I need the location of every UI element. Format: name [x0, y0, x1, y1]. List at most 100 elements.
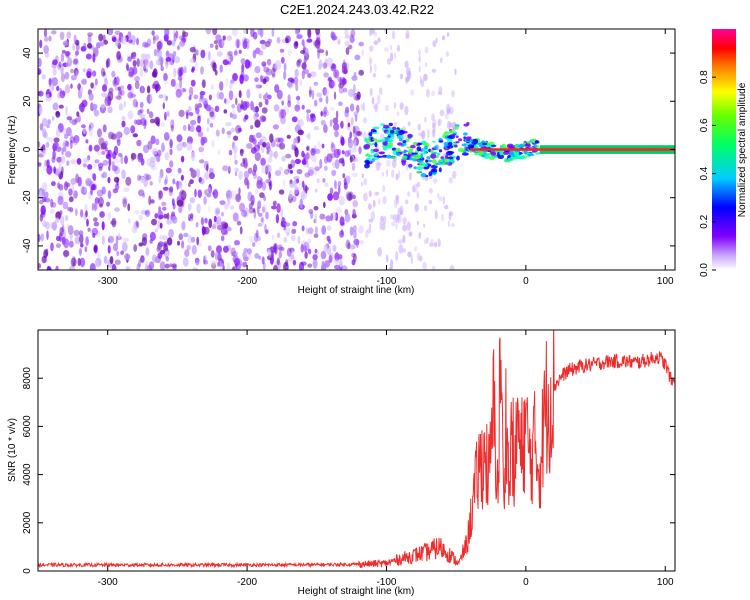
- spectrogram-signal-cell: [430, 149, 434, 153]
- spectrogram-noise-cell: [282, 179, 286, 188]
- spectrogram-noise-cell: [239, 202, 245, 212]
- spectrogram-noise-cell: [215, 34, 222, 42]
- spectrogram-noise-cell: [394, 52, 397, 60]
- spectrogram-noise-cell: [85, 210, 88, 218]
- spectrogram-noise-cell: [140, 117, 147, 126]
- spectrogram-noise-cell: [254, 65, 261, 74]
- spectrogram-noise-cell: [263, 66, 270, 73]
- spectrogram-noise-cell: [165, 63, 168, 70]
- spectrogram-noise-cell: [262, 141, 267, 148]
- spectrogram-noise-cell: [48, 78, 52, 87]
- spectrogram-noise-cell: [261, 135, 267, 144]
- spectrogram-noise-cell: [323, 263, 330, 269]
- spectrogram-noise-cell: [255, 229, 259, 238]
- spectrogram-noise-cell: [223, 109, 228, 114]
- spectrogram-noise-cell: [164, 111, 167, 121]
- spectrogram-noise-cell: [294, 29, 300, 35]
- spectrogram-noise-cell: [175, 30, 179, 39]
- snr-y-tick-label: 0: [22, 568, 33, 574]
- spectrogram-noise-cell: [190, 79, 196, 87]
- spectrogram-signal-cell: [371, 158, 375, 163]
- spectrogram-noise-cell: [193, 94, 199, 100]
- spectrogram-noise-cell: [419, 255, 423, 262]
- spectrogram-noise-cell: [67, 225, 74, 235]
- spectrogram-noise-cell: [291, 144, 295, 151]
- spectrogram-noise-cell: [228, 90, 234, 101]
- spectrogram-signal-cell: [412, 158, 417, 162]
- spectrogram-noise-cell: [290, 250, 295, 258]
- spectrogram-noise-cell: [87, 227, 91, 232]
- spectrogram-noise-cell: [212, 191, 216, 196]
- spectrogram-noise-cell: [71, 190, 75, 195]
- spectrogram-noise-cell: [393, 198, 398, 209]
- spectrogram-noise-cell: [200, 94, 204, 99]
- spectrogram-noise-cell: [374, 63, 377, 73]
- spectrogram-noise-cell: [352, 208, 356, 218]
- spectrogram-signal-cell: [373, 148, 379, 152]
- spectrogram-noise-cell: [136, 58, 140, 67]
- spectrogram-noise-cell: [219, 262, 224, 270]
- spectrogram-noise-cell: [90, 82, 94, 89]
- spectrogram-noise-cell: [392, 159, 397, 169]
- spectrogram-noise-cell: [41, 188, 46, 197]
- spectrogram-noise-cell: [283, 236, 288, 243]
- spectrogram-noise-cell: [395, 213, 400, 223]
- spectrogram-noise-cell: [52, 59, 58, 66]
- spectrogram-noise-cell: [165, 95, 168, 101]
- spectrogram-noise-cell: [301, 225, 305, 232]
- spectrogram-noise-cell: [268, 182, 272, 187]
- spectrogram-noise-cell: [234, 159, 238, 165]
- spectrogram-noise-cell: [122, 237, 129, 242]
- spectrogram-noise-cell: [311, 89, 315, 100]
- spectrogram-noise-cell: [45, 221, 50, 230]
- spectrogram-noise-cell: [294, 189, 299, 197]
- spectrogram-noise-cell: [204, 171, 210, 180]
- spectrogram-noise-cell: [170, 124, 174, 132]
- spectrogram-noise-cell: [92, 53, 96, 63]
- spectrogram-noise-cell: [331, 169, 337, 177]
- spectrogram-noise-cell: [271, 67, 276, 78]
- spectrogram-noise-cell: [55, 243, 62, 249]
- spectrogram-noise-cell: [295, 82, 299, 92]
- spectrogram-noise-cell: [119, 85, 125, 90]
- spectrogram-noise-cell: [364, 230, 369, 238]
- spectrogram-noise-cell: [316, 178, 320, 183]
- spectrogram-noise-cell: [115, 130, 122, 138]
- spectrogram-noise-cell: [228, 149, 233, 156]
- spectrogram-noise-cell: [189, 58, 196, 64]
- spectrogram-noise-cell: [114, 39, 121, 47]
- spectrogram-noise-cell: [332, 117, 339, 125]
- spectrogram-noise-cell: [265, 164, 269, 173]
- spectrogram-noise-cell: [135, 220, 139, 227]
- spectrogram-noise-cell: [278, 166, 283, 172]
- spectrogram-noise-cell: [333, 69, 340, 79]
- spectrogram-noise-cell: [238, 170, 243, 180]
- spectrogram-noise-cell: [314, 99, 318, 107]
- spectrogram-noise-cell: [107, 29, 114, 36]
- spectrogram-noise-cell: [203, 255, 206, 265]
- spectrogram-noise-cell: [220, 221, 227, 227]
- spectrogram-noise-cell: [84, 204, 88, 212]
- spectrogram-noise-cell: [38, 57, 42, 68]
- spectrogram-noise-cell: [98, 33, 104, 42]
- spectrogram-noise-cell: [139, 108, 144, 114]
- spectrogram-noise-cell: [59, 226, 64, 237]
- spectrogram-noise-cell: [222, 35, 226, 41]
- colorbar-tick-label: 0.4: [699, 166, 710, 180]
- spectrogram-noise-cell: [59, 210, 63, 216]
- spectrogram-noise-cell: [382, 172, 385, 177]
- spectrogram-noise-cell: [219, 64, 223, 73]
- spectrogram-noise-cell: [278, 109, 285, 119]
- spectrogram-noise-cell: [62, 250, 70, 257]
- spectrogram-noise-cell: [111, 263, 117, 270]
- spectrogram-noise-cell: [126, 64, 130, 72]
- spectrogram-noise-cell: [216, 245, 222, 254]
- spectrogram-noise-cell: [144, 260, 149, 265]
- spectrogram-noise-cell: [134, 75, 141, 82]
- spectrogram-noise-cell: [361, 173, 365, 179]
- spectrogram-noise-cell: [136, 139, 142, 147]
- spectrogram-noise-cell: [107, 245, 111, 254]
- spectrogram-noise-cell: [178, 109, 185, 118]
- spectrogram-noise-cell: [178, 191, 182, 201]
- spectrogram-noise-cell: [250, 100, 254, 111]
